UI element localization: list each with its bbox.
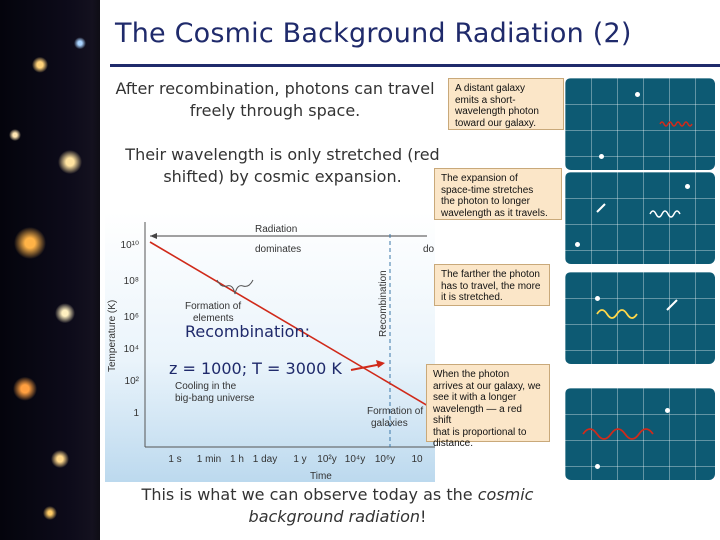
callout-emit-line: wavelength photon <box>455 106 539 117</box>
long-wave-icon <box>596 299 678 319</box>
callout-stretch-line: The expansion of <box>441 173 518 184</box>
temperature-line <box>149 241 435 411</box>
galaxy-dot <box>575 242 580 247</box>
slide-title: The Cosmic Background Radiation (2) <box>115 18 632 49</box>
recombination-axis-label: Recombination <box>378 270 389 337</box>
bottom-line1: This is what we can observe today as the… <box>115 484 560 506</box>
title-rule <box>110 64 720 67</box>
y-tick-label: 10⁴ <box>124 344 139 355</box>
bottom-line1-a: This is what we can observe today as the <box>141 485 478 504</box>
x-tick-label: 1 y <box>293 454 306 465</box>
x-tick-label: 1 h <box>230 454 244 465</box>
callout-emit-line: emits a short- <box>455 94 516 106</box>
medium-wave-icon <box>596 203 681 218</box>
pointer-arrow <box>350 363 383 371</box>
para1-line1: After recombination, photons can travel <box>115 79 435 98</box>
x-tick-label: 1 min <box>197 454 221 465</box>
para1-line2: freely through space. <box>189 101 361 120</box>
image-edge <box>92 0 100 540</box>
panel-emit <box>565 78 715 170</box>
z-t-overlay: z = 1000; T = 3000 K <box>169 359 342 378</box>
panel-grid <box>565 78 715 170</box>
callout-stretch-line: wavelength as it travels. <box>441 207 548 219</box>
starfield-image <box>0 0 100 540</box>
panel-grid <box>565 172 715 264</box>
y-tick-label: 10⁸ <box>124 276 139 287</box>
dominates-label: dominates <box>255 244 301 255</box>
callout-farther: The farther the photon has to travel, th… <box>434 264 550 306</box>
cooling-2: big-bang universe <box>175 393 255 404</box>
para2-line2: shifted) by cosmic expansion. <box>163 167 402 186</box>
recombination-overlay: Recombination: <box>185 322 310 341</box>
callout-arrive-line: that is proportional to <box>433 426 527 438</box>
callout-stretch-line: space-time stretches <box>441 184 534 196</box>
x-tick-label: 10 <box>411 454 423 465</box>
callout-arrive-line: see it with a longer <box>433 392 517 403</box>
temperature-time-chart: Radiation dominates do Recombination For… <box>105 212 435 482</box>
para2-line1: Their wavelength is only stretched (red <box>125 145 440 164</box>
y-tick-label: 10² <box>125 376 140 387</box>
galaxy-dot <box>599 154 604 159</box>
redshift-wave-icon <box>582 428 654 440</box>
callout-arrive-line: distance. <box>433 438 474 449</box>
y-tick-labels: 10¹⁰ 10⁸ 10⁶ 10⁴ 10² 1 <box>121 240 140 419</box>
galaxy-dot <box>685 184 690 189</box>
x-tick-label: 10⁴y <box>345 454 365 465</box>
callout-arrive-line: arrives at our galaxy, we <box>433 380 541 392</box>
callout-farther-line: it is stretched. <box>441 292 503 303</box>
radiation-arrowhead <box>150 233 157 239</box>
panel-stretch <box>565 172 715 264</box>
x-tick-label: 1 day <box>253 454 277 465</box>
bottom-line2-b: ! <box>420 507 427 526</box>
radiation-label: Radiation <box>255 224 297 235</box>
x-tick-label: 10⁶y <box>375 454 395 465</box>
x-tick-label: 1 s <box>168 454 181 465</box>
callout-arrive-line: wavelength — a red shift <box>433 403 522 427</box>
short-wave-icon <box>659 121 693 127</box>
galaxy-dot <box>595 464 600 469</box>
callout-arrive: When the photon arrives at our galaxy, w… <box>426 364 550 449</box>
x-tick-labels: 1 s 1 min 1 h 1 day 1 y 10²y 10⁴y 10⁶y 10 <box>168 454 423 465</box>
y-axis-label: Temperature (K) <box>107 300 118 372</box>
callout-farther-line: has to travel, the more <box>441 280 541 292</box>
elements-brace <box>216 279 254 295</box>
galaxy-dot <box>635 92 640 97</box>
panel-arrive <box>565 388 715 480</box>
y-tick-label: 10¹⁰ <box>121 240 139 251</box>
paragraph-cmb: This is what we can observe today as the… <box>115 484 560 528</box>
pointer-arrowhead <box>376 360 385 368</box>
paragraph-recombination: After recombination, photons can travel … <box>110 78 440 122</box>
galaxy-dot <box>595 296 600 301</box>
galaxy-dot <box>665 408 670 413</box>
callout-stretch-line: the photon to longer <box>441 196 530 207</box>
callout-stretch: The expansion of space-time stretches th… <box>434 168 562 220</box>
formation-galaxies-1: Formation of <box>367 406 423 417</box>
callout-farther-line: The farther the photon <box>441 269 540 280</box>
callout-emit-line: toward our galaxy. <box>455 117 536 129</box>
callout-emit-line: A distant galaxy <box>455 83 526 94</box>
panel-grid <box>565 272 715 364</box>
y-tick-label: 1 <box>133 408 139 419</box>
x-tick-label: 10²y <box>317 454 336 465</box>
callout-arrive-line: When the photon <box>433 369 510 380</box>
y-tick-label: 10⁶ <box>124 312 139 323</box>
formation-elements-1: Formation of <box>185 301 241 312</box>
bottom-line2-a: background radiation <box>248 507 421 526</box>
cooling-1: Cooling in the <box>175 381 237 392</box>
callout-emit: A distant galaxy emits a short- waveleng… <box>448 78 564 130</box>
bottom-line2: background radiation! <box>115 506 560 528</box>
dominates-label-2: do <box>423 244 435 255</box>
panel-farther <box>565 272 715 364</box>
formation-galaxies-2: galaxies <box>371 418 408 429</box>
x-axis-label: Time <box>310 471 332 482</box>
paragraph-redshift: Their wavelength is only stretched (red … <box>110 144 455 188</box>
bottom-line1-b: cosmic <box>477 485 534 504</box>
formation-elements-2: elements <box>193 313 234 324</box>
